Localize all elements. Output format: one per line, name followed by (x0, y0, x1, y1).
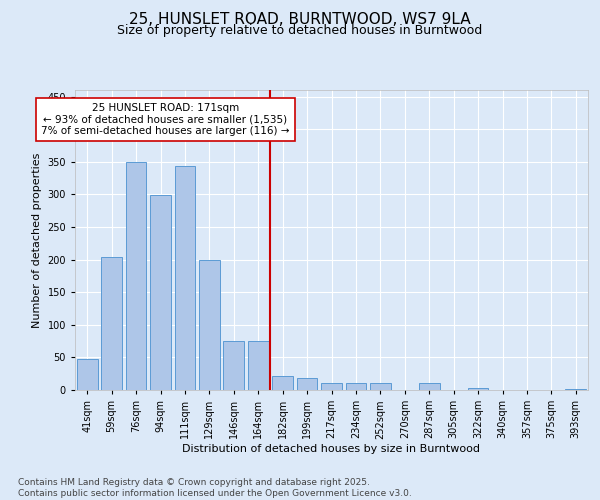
Bar (77, 360, 98, 390)
Bar (467, 388, 488, 390)
Bar (565, 388, 586, 390)
Text: Size of property relative to detached houses in Burntwood: Size of property relative to detached ho… (118, 24, 482, 37)
Text: 25 HUNSLET ROAD: 171sqm
← 93% of detached houses are smaller (1,535)
7% of semi-: 25 HUNSLET ROAD: 171sqm ← 93% of detache… (41, 103, 290, 136)
Bar (223, 341, 244, 390)
Bar (419, 384, 440, 390)
Bar (199, 260, 220, 390)
Bar (296, 378, 317, 390)
Bar (370, 384, 391, 390)
X-axis label: Distribution of detached houses by size in Burntwood: Distribution of detached houses by size … (182, 444, 481, 454)
Bar (175, 166, 196, 390)
Bar (101, 257, 122, 390)
Text: Contains HM Land Registry data © Crown copyright and database right 2025.
Contai: Contains HM Land Registry data © Crown c… (18, 478, 412, 498)
Bar (125, 162, 146, 390)
Text: 25, HUNSLET ROAD, BURNTWOOD, WS7 9LA: 25, HUNSLET ROAD, BURNTWOOD, WS7 9LA (129, 12, 471, 28)
Bar (150, 195, 171, 390)
Bar (248, 341, 269, 390)
Bar (272, 376, 293, 390)
Bar (346, 384, 367, 390)
Bar (321, 384, 342, 390)
Y-axis label: Number of detached properties: Number of detached properties (32, 152, 42, 328)
